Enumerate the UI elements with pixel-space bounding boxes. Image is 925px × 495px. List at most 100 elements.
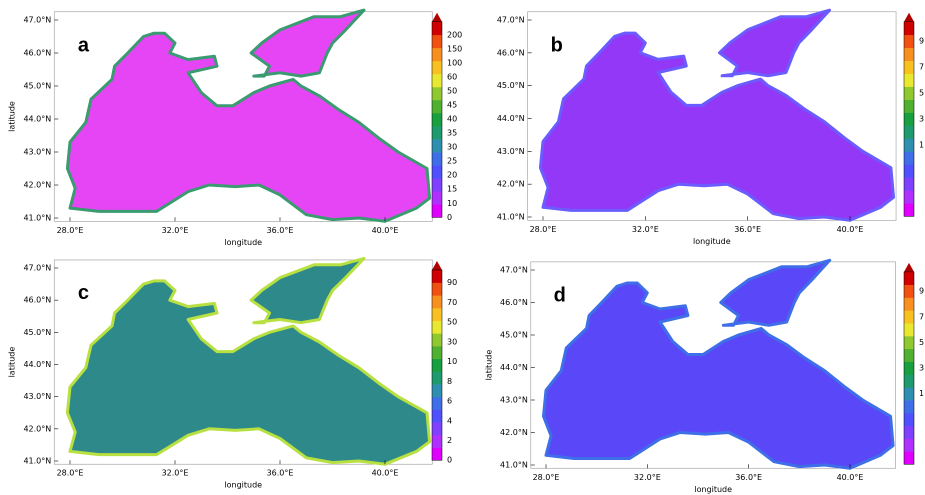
lat-tick-label: 47.0°N [500,266,528,275]
colorbar-segment [432,371,442,385]
lon-tick-label: 28.0°E [533,473,560,482]
lon-tick-label: 28.0°E [530,225,557,234]
lat-tick-label: 44.0°N [497,114,525,123]
colorbar-label: 60 [447,72,457,81]
colorbar-segment [904,21,914,36]
map-frame [530,261,896,469]
colorbar-segment [432,320,442,334]
panel-letter: a [78,35,90,57]
colorbar-segment [904,47,914,61]
lon-tick-label: 32.0°E [162,469,189,478]
colorbar-frame [903,21,915,217]
colorbar-segment [904,438,914,452]
colorbar-label: 70 [447,298,457,307]
lat-tick-label: 45.0°N [497,81,525,90]
lat-tick-label: 47.0°N [23,264,51,273]
colorbar-label: 20 [447,171,457,180]
colorbar-arrow [904,12,914,22]
colorbar-segment [432,295,442,309]
colorbar-segment [432,346,442,360]
colorbar-segment [432,333,442,347]
colorbar-segment [904,190,914,204]
lat-tick-label: 45.0°N [500,331,528,340]
panel-letter: d [554,284,566,306]
colorbar-label: 50 [447,86,457,95]
colorbar-label: 0 [447,456,452,465]
colorbar-label: 7 [919,312,924,321]
x-axis-label: longitude [693,237,731,246]
colorbar-segment [904,387,914,401]
colorbar-segment [432,21,442,36]
lat-tick-label: 46.0°N [23,296,51,305]
colorbar-label: 10 [447,199,457,208]
colorbar-segment [904,310,914,324]
colorbar-label: 5 [919,338,924,347]
lon-tick-label: 36.0°E [267,469,294,478]
lat-tick-label: 42.0°N [23,424,51,433]
colorbar-segment [904,323,914,337]
colorbar-segment [904,348,914,362]
lat-tick-label: 44.0°N [23,115,51,124]
lat-tick-label: 47.0°N [497,16,525,25]
colorbar-segment [432,86,442,101]
colorbar-segment [432,434,442,448]
azov-sea [718,8,831,78]
colorbar-segment [432,47,442,62]
lat-tick-label: 46.0°N [497,48,525,57]
lat-tick-label: 44.0°N [500,363,528,372]
lat-tick-label: 42.0°N [497,180,525,189]
colorbar-label: 200 [447,30,462,39]
black-sea [538,31,895,222]
lat-tick-label: 45.0°N [23,328,51,337]
colorbar-label: 1 [919,389,924,398]
y-axis-label: latitude [8,347,17,378]
lat-tick-label: 43.0°N [23,148,51,157]
colorbar-segment [432,358,442,372]
black-sea [542,281,895,470]
colorbar-label: 2 [447,436,452,445]
colorbar-segment [432,165,442,179]
colorbar-label: 7 [919,63,924,72]
colorbar-label: 15 [447,185,457,194]
colorbar-segment [904,412,914,427]
colorbar-segment [432,422,442,436]
lon-tick-label: 28.0°E [57,469,84,478]
colorbar-label: 10 [447,357,457,366]
colorbar-segment [904,34,914,49]
lat-tick-label: 45.0°N [23,82,51,91]
azov-sea [249,8,366,78]
colorbar-segment [904,361,914,375]
lon-tick-label: 36.0°E [734,225,761,234]
lat-tick-label: 43.0°N [500,396,528,405]
colorbar-label: 9 [919,37,924,46]
colorbar-segment [432,178,442,192]
y-axis-label: latitude [484,350,493,381]
lat-tick-label: 43.0°N [23,392,51,401]
colorbar-label: 150 [447,44,462,53]
lon-tick-label: 40.0°E [372,469,399,478]
lat-tick-label: 46.0°N [23,49,51,58]
lat-tick-label: 42.0°N [23,181,51,190]
colorbar-frame [903,271,915,465]
colorbar-segment [904,151,914,165]
lat-tick-label: 44.0°N [23,360,51,369]
colorbar-segment [904,164,914,178]
lat-tick-label: 43.0°N [497,147,525,156]
panel-letter: b [551,35,563,57]
colorbar-segment [904,400,914,414]
colorbar-segment [432,60,442,75]
colorbar-label: 90 [447,278,457,287]
colorbar-label: 45 [447,100,457,109]
lat-tick-label: 41.0°N [23,457,51,466]
colorbar-segment [432,282,442,296]
y-axis-label: latitude [8,101,17,132]
colorbar-label: 8 [447,377,452,386]
colorbar-segment [904,99,914,113]
colorbar-segment [904,177,914,191]
azov-sea [249,256,366,325]
x-axis-label: longitude [224,238,262,247]
colorbar-label: 3 [919,115,924,124]
colorbar-segment [904,112,914,126]
colorbar-segment [432,73,442,88]
colorbar-segment [904,297,914,311]
